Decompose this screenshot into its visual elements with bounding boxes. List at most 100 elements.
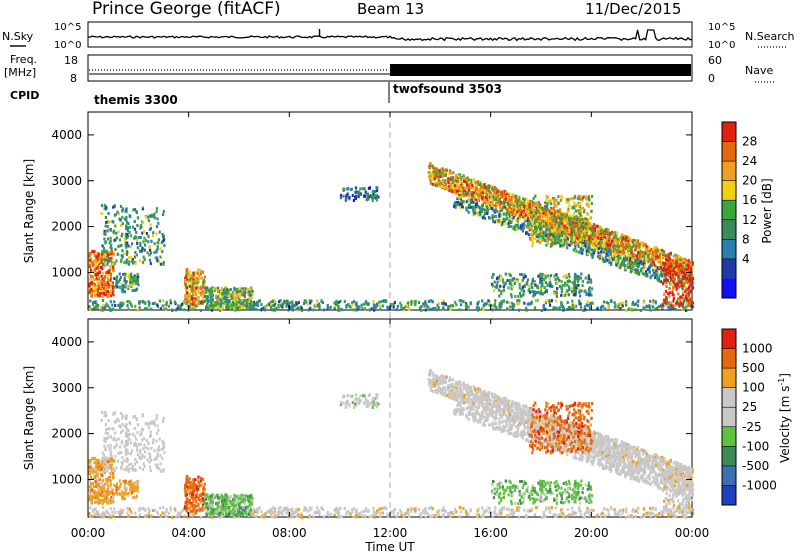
power-cell — [109, 294, 112, 298]
power-cell — [502, 280, 505, 284]
power-cell — [233, 291, 236, 294]
power-cell — [607, 247, 610, 251]
power-cell — [656, 274, 659, 278]
power-cell — [351, 194, 354, 197]
power-cell — [89, 307, 92, 311]
power-cell — [123, 277, 126, 281]
power-cell — [102, 291, 105, 295]
power-cell — [447, 185, 451, 189]
power-cell — [197, 296, 200, 300]
power-cell — [570, 221, 573, 225]
power-cell — [558, 234, 561, 238]
power-cell — [106, 262, 109, 266]
power-cell — [318, 306, 321, 310]
power-cell — [605, 301, 608, 304]
power-cell — [488, 193, 491, 197]
power-cell — [641, 245, 645, 249]
power-cell — [351, 303, 354, 307]
nave-label: Nave — [745, 64, 773, 77]
power-cell — [609, 252, 612, 256]
power-cell — [513, 210, 517, 214]
power-cell — [557, 195, 560, 198]
power-cell — [683, 270, 686, 274]
power-cell — [539, 208, 542, 212]
power-cell — [494, 285, 497, 289]
power-cell — [184, 279, 187, 282]
power-cell — [553, 225, 556, 229]
power-cell — [475, 202, 478, 206]
power-cell — [547, 236, 550, 240]
power-cell — [116, 252, 119, 256]
power-cell — [109, 291, 112, 295]
power-cell — [552, 213, 555, 217]
power-cell — [586, 300, 589, 304]
power-cell — [508, 192, 511, 196]
power-cell — [552, 201, 556, 205]
power-cell — [249, 293, 252, 297]
power-cell — [111, 281, 114, 285]
power-cell — [646, 250, 649, 254]
power-cell — [586, 229, 589, 233]
power-cell — [611, 239, 614, 243]
power-cell — [372, 195, 375, 199]
power-cell — [217, 301, 220, 305]
power-cell — [136, 241, 139, 245]
power-cell — [333, 306, 336, 310]
power-cell — [451, 177, 454, 181]
power-cell — [572, 224, 575, 228]
power-cell — [472, 209, 475, 213]
power-cell — [568, 204, 571, 208]
power-cell — [140, 249, 143, 253]
power-cell — [115, 278, 118, 282]
power-cell — [237, 301, 241, 305]
power-cell — [117, 244, 120, 248]
power-cell — [584, 217, 587, 221]
power-cell — [476, 180, 479, 184]
power-cell — [526, 222, 529, 226]
power-cell — [588, 226, 591, 230]
power-cell — [475, 198, 478, 202]
power-cell — [605, 254, 608, 257]
power-cell — [101, 308, 104, 312]
power-cell — [527, 213, 530, 217]
power-cell — [530, 202, 533, 205]
power-cell — [672, 288, 675, 292]
power-cell — [573, 216, 576, 220]
power-cell — [528, 222, 531, 226]
power-cell — [400, 303, 403, 307]
power-cell — [449, 186, 452, 190]
power-cell — [472, 188, 475, 192]
power-cell — [617, 303, 620, 307]
power-cell — [643, 253, 646, 257]
power-cell — [373, 308, 376, 312]
power-cell — [95, 263, 98, 267]
nsearch-tick-low: 10^0 — [708, 40, 735, 51]
power-cell — [590, 280, 593, 284]
power-cell — [661, 248, 664, 252]
power-cell — [429, 174, 432, 177]
power-cell — [555, 198, 558, 202]
power-cell — [157, 238, 161, 242]
power-cell — [188, 284, 191, 288]
power-cell — [529, 218, 533, 222]
power-cell — [150, 251, 153, 255]
power-cell — [104, 256, 107, 260]
power-cell — [662, 304, 665, 307]
power-cell — [133, 255, 137, 259]
power-cell — [482, 199, 485, 203]
power-cell — [599, 239, 602, 243]
power-cell — [576, 225, 580, 229]
power-cell — [524, 275, 527, 279]
power-cell — [431, 300, 434, 304]
power-cell — [530, 226, 533, 230]
power-cell — [97, 285, 100, 288]
power-cell — [236, 303, 239, 307]
power-cell — [577, 286, 580, 290]
power-cell — [131, 225, 134, 229]
power-cell — [93, 306, 96, 310]
power-cell — [99, 285, 102, 289]
power-cell — [205, 305, 208, 309]
power-cell — [570, 286, 574, 290]
power-cell — [638, 253, 641, 257]
power-cell — [584, 222, 587, 226]
